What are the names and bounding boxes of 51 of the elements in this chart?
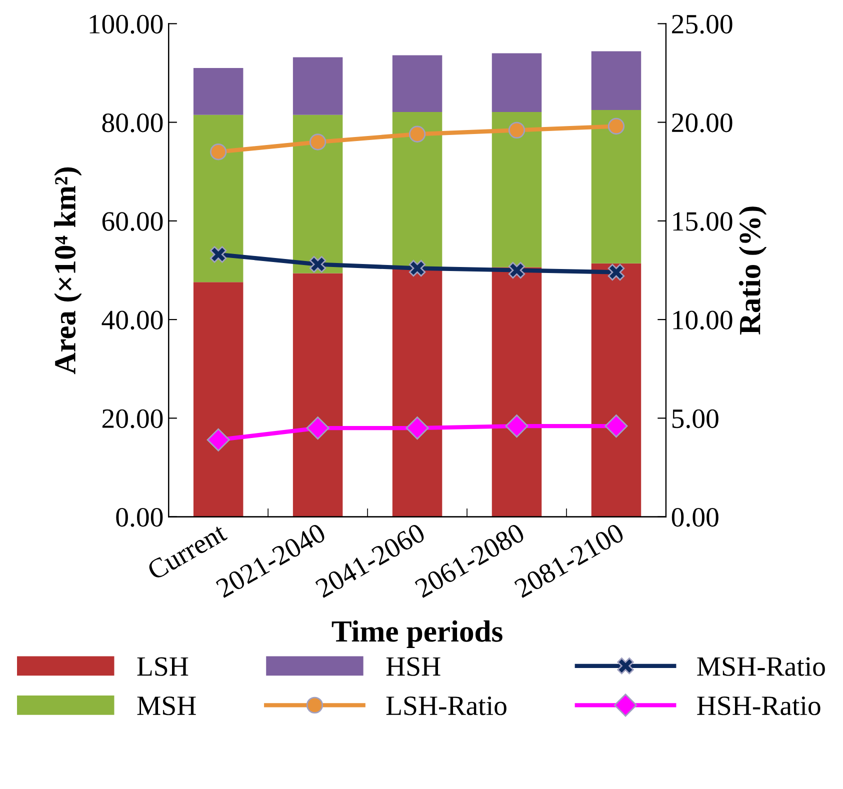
bar bbox=[292, 57, 343, 115]
legend-label: LSH bbox=[137, 657, 188, 676]
bar bbox=[292, 114, 343, 274]
point bbox=[408, 126, 426, 142]
y2-axis-title: Ratio (%) bbox=[738, 206, 767, 335]
bar bbox=[492, 53, 542, 112]
y2-tick-label: 5.00 bbox=[672, 409, 718, 428]
bar bbox=[292, 273, 343, 517]
bar bbox=[193, 114, 244, 282]
point bbox=[210, 246, 227, 263]
point bbox=[206, 428, 230, 452]
y2-tick-label: 0.00 bbox=[672, 508, 718, 527]
y-tick-label: 20.00 bbox=[102, 409, 163, 428]
bar bbox=[392, 268, 442, 517]
point bbox=[608, 118, 625, 135]
bar bbox=[392, 55, 442, 112]
x-axis-title: Time periods bbox=[332, 620, 502, 648]
y-axis-title: Area (×10⁴ km²) bbox=[54, 167, 82, 374]
y2-tick-label: 10.00 bbox=[673, 310, 732, 330]
legend-label: LSH-Ratio bbox=[386, 696, 506, 716]
y2-tick-label: 20.00 bbox=[672, 113, 732, 132]
point bbox=[309, 256, 326, 273]
point bbox=[210, 144, 227, 160]
point bbox=[508, 122, 526, 139]
bar bbox=[193, 282, 244, 517]
point bbox=[406, 416, 429, 440]
point bbox=[508, 262, 526, 279]
bar bbox=[492, 112, 542, 268]
y-tick-label: 40.00 bbox=[102, 310, 163, 330]
legend-label: HSH-Ratio bbox=[697, 696, 820, 716]
y-tick-label: 60.00 bbox=[102, 212, 163, 231]
y-tick-label: 100.00 bbox=[90, 14, 163, 34]
legend-label: MSH-Ratio bbox=[697, 657, 825, 676]
point bbox=[408, 260, 426, 277]
point bbox=[505, 414, 528, 438]
point bbox=[604, 414, 628, 438]
bar bbox=[591, 110, 642, 264]
point bbox=[608, 264, 625, 281]
bar bbox=[492, 267, 542, 517]
point bbox=[306, 416, 330, 440]
bar bbox=[392, 112, 442, 268]
legend-label: HSH bbox=[386, 657, 440, 676]
bar bbox=[591, 51, 642, 110]
y2-tick-label: 25.00 bbox=[672, 14, 732, 34]
y-tick-label: 0.00 bbox=[116, 508, 163, 527]
y-tick-label: 80.00 bbox=[102, 113, 163, 132]
legend-label: MSH bbox=[137, 696, 196, 716]
bar bbox=[591, 263, 642, 517]
bar bbox=[193, 68, 244, 115]
y2-tick-label: 15.00 bbox=[673, 212, 732, 231]
point bbox=[309, 134, 326, 150]
